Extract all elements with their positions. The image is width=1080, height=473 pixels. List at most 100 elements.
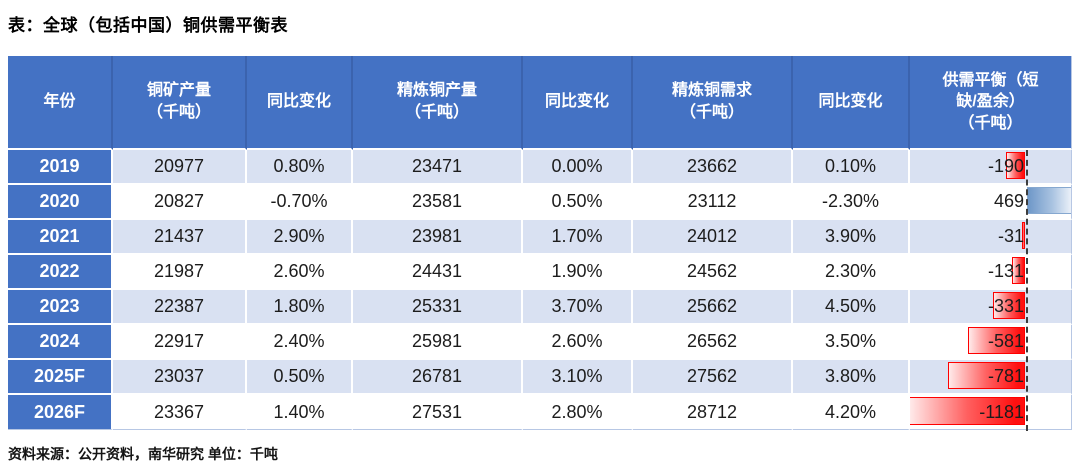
value-cell: 25662	[633, 290, 793, 325]
value-cell: 2.30%	[793, 255, 910, 290]
year-cell: 2024	[8, 325, 113, 360]
value-cell: 0.10%	[793, 150, 910, 185]
table-row: 2025F 23037 0.50% 26781 3.10% 27562 3.80% -781	[8, 360, 1072, 395]
value-cell: 23471	[353, 150, 523, 185]
header-yoy-1: 同比变化	[247, 56, 353, 150]
value-cell: 3.50%	[793, 325, 910, 360]
value-cell: 3.80%	[793, 360, 910, 395]
value-cell: 2.90%	[247, 220, 353, 255]
year-cell: 2022	[8, 255, 113, 290]
value-cell: 21987	[113, 255, 247, 290]
value-cell: 0.50%	[247, 360, 353, 395]
table-row: 2021 21437 2.90% 23981 1.70% 24012 3.90% -31	[8, 220, 1072, 255]
value-cell: 3.10%	[523, 360, 633, 395]
value-cell: 20977	[113, 150, 247, 185]
year-cell: 2026F	[8, 395, 113, 430]
balance-value: -581	[987, 331, 1024, 351]
value-cell: 4.50%	[793, 290, 910, 325]
negative-databar	[910, 397, 1025, 425]
header-row: 年份 铜矿产量 （千吨） 同比变化 精炼铜产量 （千吨） 同比变化 精炼铜需求 …	[8, 56, 1072, 150]
year-cell: 2023	[8, 290, 113, 325]
balance-cell: -190	[910, 150, 1072, 185]
value-cell: 23981	[353, 220, 523, 255]
balance-cell: 469	[910, 185, 1072, 220]
balance-value: -131	[987, 261, 1024, 281]
balance-cell: -331	[910, 290, 1072, 325]
value-cell: 3.90%	[793, 220, 910, 255]
value-cell: 0.00%	[523, 150, 633, 185]
value-cell: 22387	[113, 290, 247, 325]
header-yoy-3: 同比变化	[793, 56, 910, 150]
balance-cell: -1181	[910, 395, 1072, 430]
year-cell: 2021	[8, 220, 113, 255]
balance-value: -331	[987, 296, 1024, 316]
negative-databar	[1006, 152, 1025, 179]
value-cell: 2.60%	[523, 325, 633, 360]
value-cell: 2.40%	[247, 325, 353, 360]
databar-zero-axis	[1026, 150, 1028, 431]
negative-databar	[1022, 222, 1025, 249]
value-cell: 25331	[353, 290, 523, 325]
balance-value: -190	[987, 156, 1024, 176]
value-cell: 1.70%	[523, 220, 633, 255]
table-row: 2020 20827 -0.70% 23581 0.50% 23112 -2.30% 469	[8, 185, 1072, 220]
value-cell: 4.20%	[793, 395, 910, 430]
value-cell: 3.70%	[523, 290, 633, 325]
table-body: 2019 20977 0.80% 23471 0.00% 23662 0.10% -190 20…	[8, 150, 1072, 430]
value-cell: -2.30%	[793, 185, 910, 220]
negative-databar	[948, 362, 1025, 389]
value-cell: 0.80%	[247, 150, 353, 185]
value-cell: 21437	[113, 220, 247, 255]
value-cell: 1.80%	[247, 290, 353, 325]
table-row: 2022 21987 2.60% 24431 1.90% 24562 2.30% -131	[8, 255, 1072, 290]
header-refined-demand: 精炼铜需求 （千吨）	[633, 56, 793, 150]
value-cell: 26781	[353, 360, 523, 395]
value-cell: 23112	[633, 185, 793, 220]
page-title: 表：全球（包括中国）铜供需平衡表	[8, 16, 288, 35]
value-cell: 2.60%	[247, 255, 353, 290]
value-cell: 22917	[113, 325, 247, 360]
year-cell: 2020	[8, 185, 113, 220]
balance-value: -781	[987, 366, 1024, 386]
value-cell: 23037	[113, 360, 247, 395]
table-row: 2023 22387 1.80% 25331 3.70% 25662 4.50% -331	[8, 290, 1072, 325]
value-cell: 27531	[353, 395, 523, 430]
value-cell: 2.80%	[523, 395, 633, 430]
value-cell: 24012	[633, 220, 793, 255]
balance-cell: -31	[910, 220, 1072, 255]
value-cell: 28712	[633, 395, 793, 430]
value-cell: 0.50%	[523, 185, 633, 220]
source-note: 资料来源：公开资料，南华研究 单位：千吨	[8, 446, 278, 462]
value-cell: 23581	[353, 185, 523, 220]
value-cell: 1.40%	[247, 395, 353, 430]
header-mine-output: 铜矿产量 （千吨）	[113, 56, 247, 150]
header-refined-output: 精炼铜产量 （千吨）	[353, 56, 523, 150]
header-year: 年份	[8, 56, 113, 150]
value-cell: 24562	[633, 255, 793, 290]
value-cell: -0.70%	[247, 185, 353, 220]
table-row: 2024 22917 2.40% 25981 2.60% 26562 3.50% -581	[8, 325, 1072, 360]
value-cell: 27562	[633, 360, 793, 395]
value-cell: 26562	[633, 325, 793, 360]
balance-cell: -581	[910, 325, 1072, 360]
header-yoy-2: 同比变化	[523, 56, 633, 150]
data-table: 年份 铜矿产量 （千吨） 同比变化 精炼铜产量 （千吨） 同比变化 精炼铜需求 …	[8, 56, 1072, 430]
negative-databar	[968, 327, 1025, 354]
balance-value: 469	[993, 191, 1024, 211]
balance-cell: -131	[910, 255, 1072, 290]
year-cell: 2025F	[8, 360, 113, 395]
header-balance: 供需平衡（短 缺/盈余） （千吨）	[910, 56, 1072, 150]
table-row: 2026F 23367 1.40% 27531 2.80% 28712 4.20% -1181	[8, 395, 1072, 430]
value-cell: 1.90%	[523, 255, 633, 290]
table-row: 2019 20977 0.80% 23471 0.00% 23662 0.10% -190	[8, 150, 1072, 185]
balance-value: -31	[997, 226, 1024, 246]
value-cell: 25981	[353, 325, 523, 360]
balance-cell: -781	[910, 360, 1072, 395]
table-header: 年份 铜矿产量 （千吨） 同比变化 精炼铜产量 （千吨） 同比变化 精炼铜需求 …	[8, 56, 1072, 150]
value-cell: 24431	[353, 255, 523, 290]
value-cell: 23367	[113, 395, 247, 430]
supply-demand-table: 年份 铜矿产量 （千吨） 同比变化 精炼铜产量 （千吨） 同比变化 精炼铜需求 …	[8, 56, 1072, 431]
value-cell: 20827	[113, 185, 247, 220]
negative-databar	[993, 292, 1025, 319]
value-cell: 23662	[633, 150, 793, 185]
